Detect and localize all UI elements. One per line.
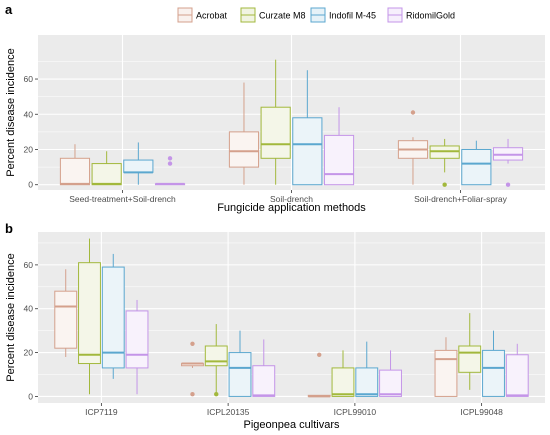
x-tick-label: Soil-drench+Foliar-spray	[414, 194, 508, 204]
box-body	[228, 352, 252, 397]
box-body	[101, 266, 125, 369]
box-body	[331, 367, 355, 397]
legend-label-4: RidomilGold	[406, 11, 455, 21]
box-b-2-1	[78, 238, 101, 395]
box-b-1-3	[307, 352, 331, 398]
outlier-point	[167, 161, 173, 166]
legend-label-3: Indofil M-45	[329, 11, 376, 21]
box-body	[292, 117, 323, 186]
box-a-2-2	[260, 59, 291, 185]
x-tick-label: ICPL99048	[460, 407, 503, 417]
box-body	[78, 262, 101, 365]
box-b-4-4	[505, 343, 529, 397]
outlier-point	[214, 392, 219, 397]
outlier-point	[317, 352, 322, 357]
x-axis-title: Pigeonpea cultivars	[243, 419, 340, 431]
panel-tag-a: a	[5, 2, 13, 17]
panel-a: a 0 20 40 60 Seed-treatment+Soil-drench Soil-d…	[5, 2, 545, 214]
legend: Acrobat Curzate M8 Indofil M-45 RidomilGold	[177, 7, 455, 23]
box-b-3-1	[101, 253, 125, 379]
box-a-2-1	[91, 151, 122, 186]
box-body	[505, 354, 529, 397]
outlier-point	[190, 392, 195, 397]
box-body	[379, 369, 402, 397]
x-tick-label: ICPL99010	[334, 407, 377, 417]
box-a-2-3	[429, 138, 460, 187]
y-tick-label: 0	[28, 180, 33, 190]
x-axis-title: Fungicide application methods	[217, 202, 366, 214]
box-body	[125, 310, 149, 369]
y-tick-label: 40	[24, 109, 34, 119]
box-a-1-2	[228, 82, 260, 185]
box-b-3-4	[482, 330, 505, 397]
box-a-3-3	[461, 140, 492, 186]
y-tick-label: 60	[24, 260, 34, 270]
box-a-3-2	[292, 70, 323, 186]
y-tick-label: 20	[24, 348, 34, 358]
y-tick-label: 0	[28, 391, 33, 401]
box-body	[461, 148, 492, 186]
panel-tag-b: b	[5, 221, 13, 236]
box-body	[123, 159, 154, 173]
box-b-1-2	[181, 341, 204, 397]
x-tick-label: ICP7119	[85, 407, 118, 417]
box-a-4-1	[154, 156, 186, 186]
box-b-3-2	[228, 330, 252, 397]
box-b-1-1	[54, 269, 78, 357]
x-tick-label: Soil-drench	[270, 194, 313, 204]
legend-label-1: Acrobat	[196, 11, 228, 21]
box-body	[458, 345, 482, 373]
legend-label-2: Curzate M8	[259, 11, 306, 21]
box-body	[482, 349, 505, 397]
box-b-2-4	[458, 313, 482, 390]
box-a-1-1	[59, 144, 91, 186]
box-body	[434, 349, 458, 397]
outlier-point	[505, 182, 511, 187]
box-b-1-4	[434, 337, 458, 397]
box-a-1-3	[397, 110, 429, 185]
outlier-point	[167, 156, 173, 161]
y-axis-title: Percent disease incidence	[5, 253, 17, 381]
box-body	[59, 157, 91, 186]
box-b-2-3	[331, 350, 355, 397]
outlier-point	[410, 110, 416, 115]
box-a-4-3	[492, 138, 524, 187]
box-b-4-3	[379, 350, 402, 397]
box-b-4-1	[125, 299, 149, 395]
box-body	[355, 367, 379, 397]
box-body	[204, 345, 228, 367]
box-a-4-2	[323, 107, 355, 186]
x-tick-label: ICPL20135	[207, 407, 250, 417]
box-b-2-2	[204, 324, 228, 397]
box-body	[54, 290, 78, 349]
panel-b: b 0 20 40 60 ICP7119 ICPL20135 ICPL99010 ICPL990…	[5, 221, 545, 431]
box-b-3-3	[355, 341, 379, 397]
box-body	[323, 134, 355, 186]
outlier-point	[190, 341, 195, 347]
box-body	[228, 131, 260, 168]
y-axis-title: Percent disease incidence	[5, 48, 17, 176]
x-tick-label: Seed-treatment+Soil-drench	[69, 194, 176, 204]
box-body	[91, 163, 122, 186]
y-tick-label: 60	[24, 74, 34, 84]
outlier-point	[442, 182, 447, 187]
y-tick-label: 40	[24, 304, 34, 314]
y-tick-label: 20	[24, 144, 34, 154]
box-b-4-2	[252, 339, 276, 397]
box-a-3-1	[123, 142, 154, 185]
box-body	[260, 106, 291, 159]
box-body	[252, 365, 276, 397]
